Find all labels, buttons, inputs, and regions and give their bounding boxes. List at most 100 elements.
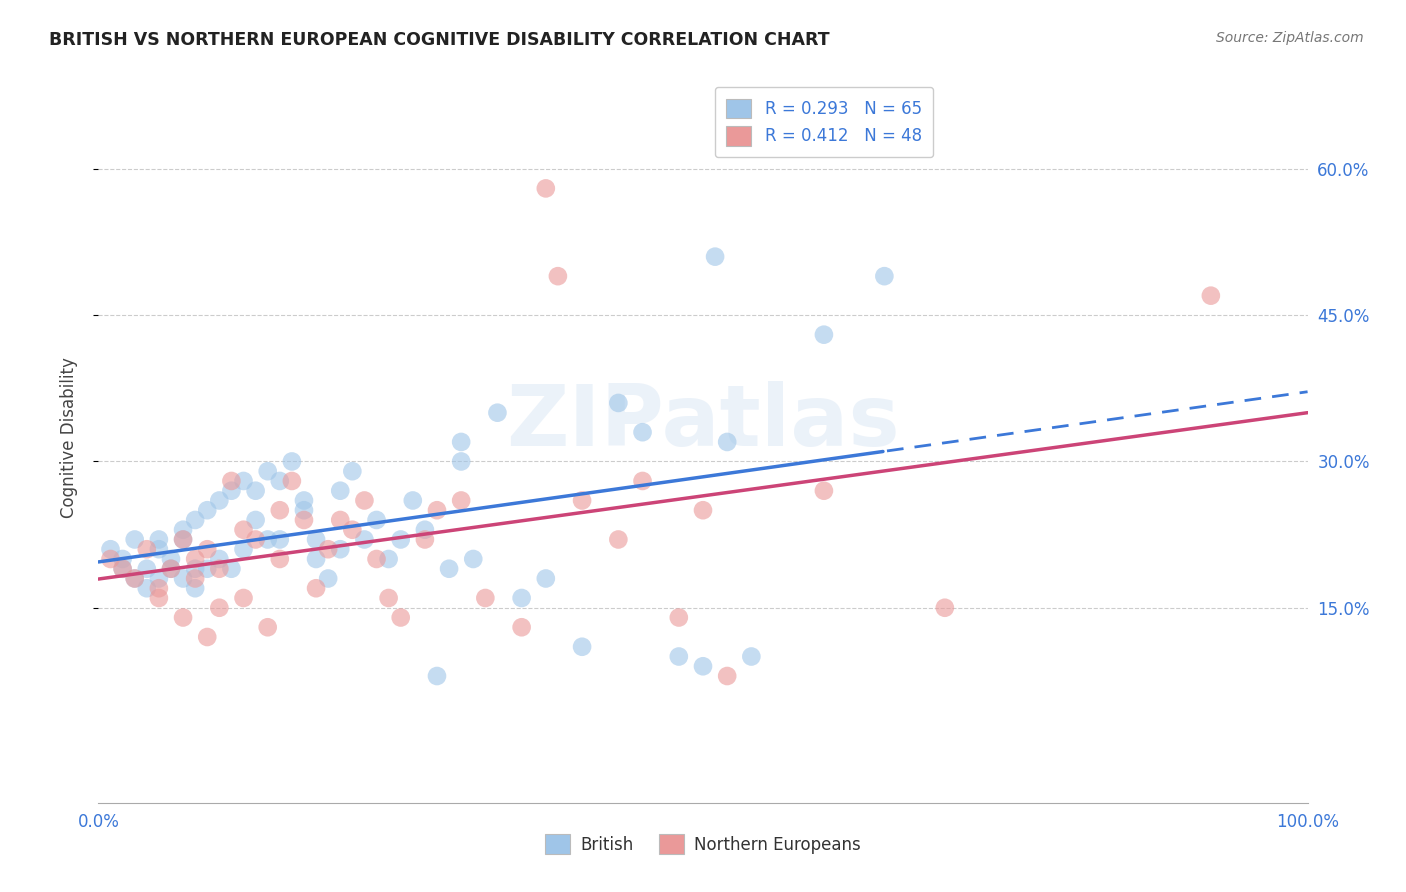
Point: [208, 600, 231, 615]
Point: [389, 533, 412, 547]
Point: [111, 562, 134, 576]
Point: [413, 533, 436, 547]
Point: [135, 581, 157, 595]
Point: [256, 533, 278, 547]
Point: [184, 562, 207, 576]
Point: [607, 396, 630, 410]
Point: [148, 572, 170, 586]
Point: [148, 542, 170, 557]
Point: [124, 533, 146, 547]
Point: [607, 533, 630, 547]
Point: [160, 562, 183, 576]
Point: [342, 464, 364, 478]
Point: [208, 562, 231, 576]
Point: [256, 464, 278, 478]
Point: [510, 620, 533, 634]
Point: [195, 562, 218, 576]
Point: [813, 327, 835, 342]
Point: [450, 434, 472, 449]
Point: [534, 181, 557, 195]
Point: [111, 552, 134, 566]
Point: [292, 503, 315, 517]
Point: [269, 552, 291, 566]
Point: [269, 503, 291, 517]
Point: [172, 533, 194, 547]
Point: [232, 591, 254, 605]
Point: [184, 552, 207, 566]
Point: [329, 542, 352, 557]
Point: [740, 649, 762, 664]
Point: [716, 434, 738, 449]
Point: [269, 474, 291, 488]
Point: [353, 493, 375, 508]
Point: [184, 572, 207, 586]
Point: [402, 493, 425, 508]
Point: [195, 542, 218, 557]
Point: [221, 562, 243, 576]
Point: [195, 630, 218, 644]
Point: [208, 552, 231, 566]
Point: [353, 533, 375, 547]
Point: [571, 640, 593, 654]
Point: [463, 552, 485, 566]
Point: [148, 533, 170, 547]
Point: [692, 659, 714, 673]
Point: [172, 572, 194, 586]
Point: [486, 406, 509, 420]
Point: [668, 649, 690, 664]
Point: [232, 474, 254, 488]
Point: [316, 542, 339, 557]
Point: [631, 474, 654, 488]
Point: [221, 474, 243, 488]
Point: [450, 493, 472, 508]
Point: [184, 581, 207, 595]
Point: [510, 591, 533, 605]
Point: [172, 533, 194, 547]
Point: [316, 572, 339, 586]
Point: [100, 552, 122, 566]
Point: [704, 250, 727, 264]
Point: [692, 503, 714, 517]
Point: [342, 523, 364, 537]
Point: [281, 474, 304, 488]
Point: [292, 493, 315, 508]
Point: [100, 542, 122, 557]
Point: [269, 533, 291, 547]
Point: [172, 523, 194, 537]
Legend: British, Northern Europeans: British, Northern Europeans: [538, 828, 868, 860]
Point: [813, 483, 835, 498]
Text: BRITISH VS NORTHERN EUROPEAN COGNITIVE DISABILITY CORRELATION CHART: BRITISH VS NORTHERN EUROPEAN COGNITIVE D…: [49, 31, 830, 49]
Point: [124, 572, 146, 586]
Point: [934, 600, 956, 615]
Point: [389, 610, 412, 624]
Point: [547, 269, 569, 284]
Point: [474, 591, 496, 605]
Point: [329, 513, 352, 527]
Point: [450, 454, 472, 468]
Point: [148, 591, 170, 605]
Point: [413, 523, 436, 537]
Point: [292, 513, 315, 527]
Point: [245, 483, 267, 498]
Point: [716, 669, 738, 683]
Point: [377, 552, 399, 566]
Point: [426, 669, 449, 683]
Point: [668, 610, 690, 624]
Point: [160, 552, 183, 566]
Text: ZIPatlas: ZIPatlas: [506, 381, 900, 464]
Point: [305, 552, 328, 566]
Point: [245, 533, 267, 547]
Point: [135, 542, 157, 557]
Y-axis label: Cognitive Disability: Cognitive Disability: [59, 357, 77, 517]
Point: [221, 483, 243, 498]
Point: [256, 620, 278, 634]
Point: [571, 493, 593, 508]
Point: [184, 513, 207, 527]
Point: [135, 562, 157, 576]
Point: [329, 483, 352, 498]
Point: [111, 562, 134, 576]
Text: Source: ZipAtlas.com: Source: ZipAtlas.com: [1216, 31, 1364, 45]
Point: [1199, 288, 1222, 302]
Point: [195, 503, 218, 517]
Point: [124, 572, 146, 586]
